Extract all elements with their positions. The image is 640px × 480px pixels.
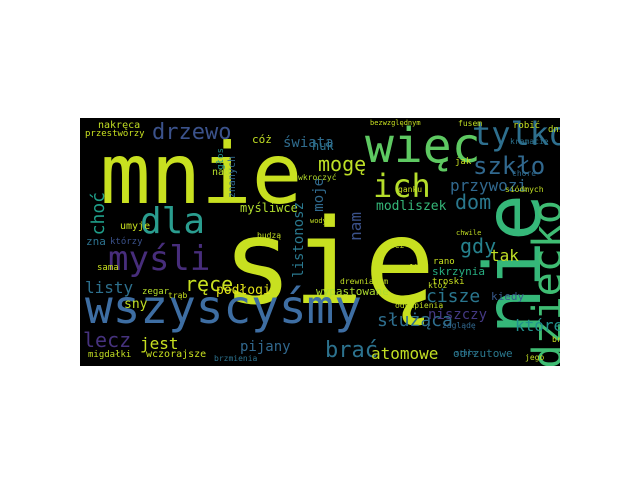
- word: lecz: [83, 328, 132, 352]
- word: moje: [311, 178, 327, 212]
- word: myśliwce: [240, 201, 298, 215]
- word: wypastowane: [316, 285, 389, 298]
- word: kiedy: [491, 290, 525, 303]
- word: zegar: [142, 287, 170, 297]
- word: wszyscyśmy: [85, 280, 362, 334]
- word: kramacie: [510, 137, 549, 146]
- word: troski: [432, 277, 465, 287]
- word: znanych: [227, 156, 238, 199]
- word: tylko: [472, 118, 560, 153]
- word: cisze: [426, 286, 481, 307]
- word: sny: [124, 297, 148, 312]
- word: której: [515, 316, 560, 335]
- word: gdy: [460, 234, 497, 258]
- word: rano: [433, 257, 455, 267]
- word: nam: [346, 212, 365, 241]
- word: sama: [97, 263, 119, 273]
- word: brać: [325, 338, 378, 363]
- word: umyje: [120, 221, 151, 232]
- word: się: [222, 193, 436, 331]
- word: ganku: [398, 185, 423, 194]
- word: listy: [85, 278, 134, 297]
- word: odkupienia: [395, 301, 444, 310]
- word: mogę: [318, 152, 367, 176]
- word: bez: [390, 241, 405, 250]
- word: dom: [455, 190, 492, 214]
- word-cloud: się mnie nie wszyscyśmy dziecko więc ich…: [80, 118, 560, 366]
- word: stało: [455, 349, 477, 357]
- word: ktoż: [428, 281, 448, 290]
- word: dla: [140, 201, 206, 242]
- word: chwile: [456, 229, 482, 237]
- word: zna: [86, 235, 106, 248]
- word: mnie: [100, 125, 303, 223]
- word: tak: [490, 246, 519, 265]
- word: trąb: [168, 291, 188, 300]
- word: atomowe: [371, 344, 439, 363]
- word: bezwzględnym: [370, 119, 421, 127]
- word: nakręca: [98, 120, 141, 131]
- word: myśli: [108, 239, 211, 279]
- word: wody: [310, 217, 327, 225]
- word: szkło: [473, 152, 546, 180]
- word: choć: [88, 192, 109, 236]
- word: listonosz: [291, 202, 307, 278]
- word: migdałki: [88, 350, 132, 360]
- word: fusem: [458, 119, 483, 128]
- word: wkroczyć: [298, 173, 337, 182]
- word: walki: [400, 263, 425, 272]
- word: jest: [140, 334, 179, 353]
- word: brelą: [552, 335, 560, 344]
- word: brzmienia: [214, 354, 258, 363]
- word: ręce: [185, 272, 234, 296]
- word: więc: [365, 118, 481, 174]
- word: budzą: [257, 231, 282, 240]
- word: podłogi: [216, 283, 271, 298]
- word: robić: [513, 121, 541, 131]
- word: którzy: [110, 237, 143, 247]
- word: niszczy: [428, 307, 488, 323]
- word: pijany: [240, 339, 291, 355]
- word: drewnianym: [340, 277, 389, 286]
- word: głos: [216, 148, 226, 170]
- word: świata: [283, 135, 334, 151]
- word: służąca: [377, 310, 453, 331]
- word: odrzutowe: [453, 347, 513, 360]
- word: modliszek: [376, 199, 447, 214]
- word: siódmych: [505, 185, 544, 194]
- word: cóż: [252, 133, 272, 146]
- word: huk: [312, 139, 334, 153]
- word: drzewo: [152, 120, 232, 145]
- word: jego: [525, 353, 545, 362]
- word: chore: [512, 169, 537, 178]
- word: przywozi: [450, 176, 528, 195]
- word: nad: [212, 167, 231, 178]
- word: dnie: [548, 125, 560, 135]
- word: skrzynia: [432, 265, 485, 278]
- word: zaglądę: [442, 321, 476, 330]
- word: ich: [373, 167, 431, 205]
- word: jak: [455, 157, 472, 167]
- word: wczorajsze: [146, 349, 207, 360]
- word: przestworzy: [85, 129, 145, 139]
